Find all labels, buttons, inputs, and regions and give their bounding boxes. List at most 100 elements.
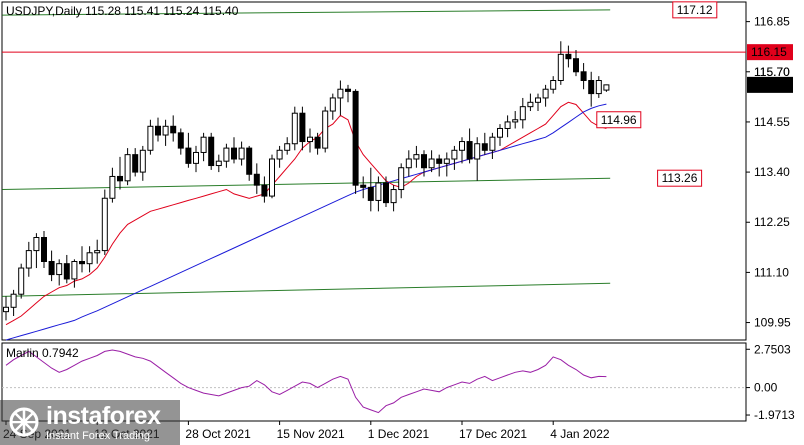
- bearish-candle: [580, 71, 587, 82]
- watermark-name: instaforex: [46, 402, 161, 430]
- bullish-candle: [71, 260, 78, 280]
- bearish-candle: [79, 260, 85, 265]
- bullish-candle: [595, 80, 602, 95]
- bullish-candle: [86, 252, 93, 265]
- y-tick-label: 111.10: [754, 265, 789, 279]
- bullish-candle: [147, 125, 154, 151]
- bearish-candle: [117, 175, 123, 182]
- level-price-tag: [747, 44, 793, 61]
- bearish-candle: [253, 173, 260, 186]
- bullish-candle: [428, 158, 435, 169]
- bullish-candle: [215, 160, 222, 167]
- bearish-candle: [231, 147, 237, 160]
- bearish-candle: [345, 88, 351, 92]
- bullish-candle: [269, 158, 275, 197]
- trend-line: [2, 9, 611, 16]
- bullish-candle: [307, 136, 313, 143]
- bullish-candle: [474, 143, 481, 160]
- bullish-candle: [512, 119, 519, 123]
- oscillator-title: Marlin 0.7942: [6, 346, 79, 360]
- bullish-candle: [527, 101, 534, 108]
- bearish-candle: [588, 80, 595, 95]
- x-tick-label: 15 Nov 2021: [277, 427, 345, 441]
- level-price-label: 116.15: [751, 45, 787, 59]
- bullish-candle: [291, 112, 298, 145]
- oscillator-pane-frame: [1, 342, 747, 422]
- bearish-candle: [360, 184, 367, 188]
- bearish-candle: [421, 154, 427, 169]
- bullish-candle: [375, 182, 382, 201]
- bullish-candle: [33, 237, 40, 252]
- bullish-candle: [139, 149, 146, 173]
- price-callout-box: [596, 111, 642, 129]
- bullish-candle: [459, 141, 465, 151]
- bullish-candle: [329, 97, 336, 112]
- y-tick-label: 113.40: [754, 165, 790, 179]
- bearish-candle: [155, 125, 161, 136]
- bullish-candle: [56, 263, 63, 276]
- bearish-candle: [170, 125, 177, 134]
- bullish-candle: [94, 250, 101, 254]
- bearish-candle: [299, 112, 306, 143]
- y-tick-label: 116.85: [754, 15, 790, 29]
- bullish-candle: [497, 127, 503, 138]
- bearish-candle: [436, 158, 443, 164]
- bearish-candle: [573, 58, 579, 73]
- y-tick-label: 115.70: [754, 65, 790, 79]
- bullish-candle: [238, 147, 245, 160]
- bearish-candle: [132, 154, 139, 173]
- instaforex-logo-icon: [9, 407, 39, 437]
- bearish-candle: [383, 182, 389, 204]
- bullish-candle: [542, 88, 549, 99]
- x-tick-label: 4 Jan 2022: [550, 427, 610, 441]
- osc-y-tick-label: 0.00: [754, 381, 778, 395]
- watermark-tagline: Instant Forex Trading: [46, 430, 150, 442]
- osc-y-tick-label: -1.9713: [754, 408, 795, 422]
- chart-header: USDJPY,Daily 115.28 115.41 115.24 115.40: [6, 4, 239, 18]
- bullish-candle: [3, 306, 9, 313]
- bullish-candle: [413, 154, 420, 160]
- bullish-candle: [10, 293, 17, 308]
- bullish-candle: [451, 149, 458, 160]
- bearish-candle: [261, 184, 268, 197]
- bearish-candle: [41, 237, 47, 262]
- bearish-candle: [352, 90, 359, 186]
- bullish-candle: [519, 106, 526, 121]
- watermark: instaforex Instant Forex Trading: [0, 400, 180, 445]
- bearish-candle: [177, 132, 184, 149]
- bullish-candle: [124, 154, 131, 182]
- slow-moving-average-line: [5, 103, 607, 341]
- bullish-candle: [276, 149, 283, 160]
- price-callout-label: 113.26: [662, 171, 698, 185]
- bullish-candle: [322, 110, 329, 149]
- trend-line: [2, 177, 611, 191]
- bearish-candle: [314, 136, 321, 149]
- bullish-candle: [390, 189, 397, 204]
- x-tick-label: 17 Dec 2021: [459, 427, 527, 441]
- main-pane-frame: [1, 1, 747, 341]
- bullish-candle: [405, 158, 412, 169]
- bullish-candle: [398, 167, 405, 191]
- bullish-candle: [101, 197, 108, 252]
- x-tick-label: 28 Oct 2021: [185, 427, 251, 441]
- bullish-candle: [443, 158, 450, 164]
- bearish-candle: [481, 143, 488, 151]
- bullish-candle: [18, 267, 25, 295]
- bearish-candle: [63, 263, 70, 280]
- x-tick-label: 1 Dec 2021: [368, 427, 430, 441]
- trend-line: [2, 282, 611, 297]
- price-callout-box: [672, 1, 718, 19]
- bearish-candle: [367, 186, 374, 201]
- bearish-candle: [466, 141, 473, 160]
- current-price-tag: [747, 76, 793, 93]
- bullish-candle: [603, 84, 610, 91]
- bullish-candle: [223, 147, 230, 162]
- y-tick-label: 115.70: [754, 65, 790, 79]
- bearish-candle: [208, 136, 215, 167]
- bullish-candle: [200, 136, 207, 153]
- price-callout-box: [657, 169, 703, 187]
- bullish-candle: [504, 121, 511, 129]
- price-callout-label: 117.12: [677, 3, 713, 17]
- bullish-candle: [284, 143, 291, 151]
